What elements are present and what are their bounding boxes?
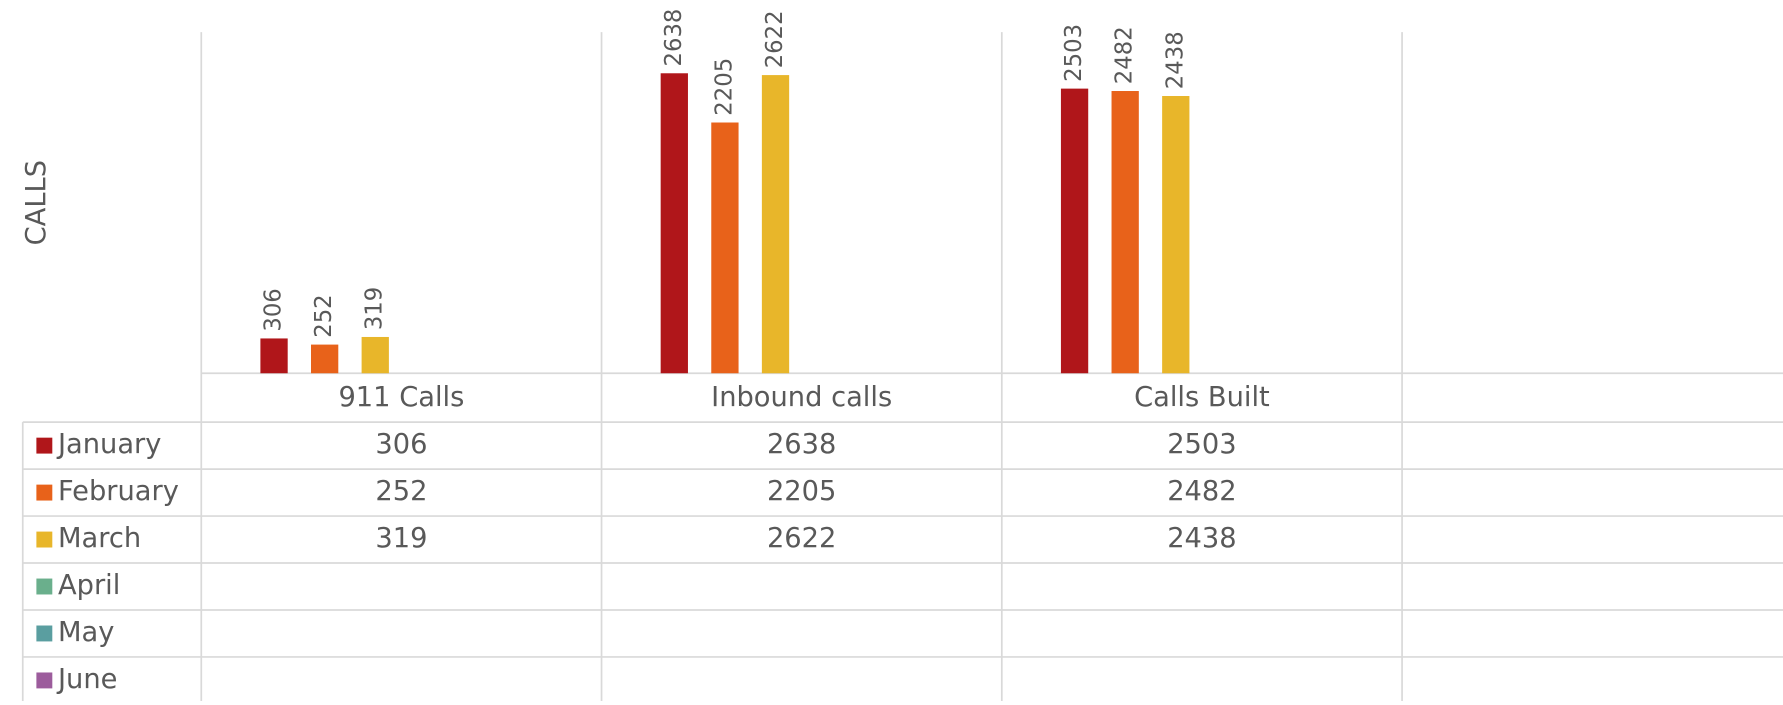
bar (260, 338, 288, 374)
bar (761, 75, 790, 374)
data-label: 252 (311, 294, 337, 337)
legend-swatch (36, 625, 53, 642)
x-tick-label: 911 Calls (338, 382, 464, 413)
table-cell: 306 (375, 429, 427, 460)
y-axis-label: CALLS (21, 160, 52, 245)
x-tick-label: Inbound calls (711, 382, 892, 413)
legend-label: March (58, 523, 141, 554)
table-cell: 2503 (1167, 429, 1236, 460)
data-label: 2482 (1112, 26, 1138, 84)
data-label: 2438 (1162, 31, 1188, 89)
table-cell: 2638 (767, 429, 836, 460)
bar (711, 122, 739, 374)
table-cell: 2482 (1167, 476, 1236, 507)
table-cell: 252 (375, 476, 427, 507)
legend-swatch (36, 437, 53, 454)
legend-label: May (58, 617, 114, 648)
table-cell: 319 (375, 523, 427, 554)
bar (1162, 96, 1190, 374)
data-label: 306 (261, 288, 287, 331)
bar (1111, 91, 1139, 374)
bar (1060, 88, 1089, 374)
legend-swatch (36, 672, 53, 689)
legend-label: June (56, 664, 117, 695)
legend-label: February (58, 476, 179, 507)
legend-label: April (58, 570, 120, 601)
data-label: 319 (362, 287, 388, 330)
legend-swatch (36, 531, 53, 548)
bar (660, 73, 688, 374)
bar (361, 336, 389, 374)
legend-swatch (36, 484, 53, 501)
data-label: 2622 (762, 10, 788, 68)
data-label: 2205 (711, 58, 737, 116)
table-cell: 2438 (1167, 523, 1236, 554)
data-label: 2638 (661, 9, 687, 67)
legend-label: January (56, 429, 161, 460)
bar (311, 344, 339, 374)
table-cell: 2622 (767, 523, 836, 554)
x-tick-label: Calls Built (1134, 382, 1270, 413)
legend-swatch (36, 578, 53, 595)
table-cell: 2205 (767, 476, 836, 507)
data-label: 2503 (1061, 24, 1087, 82)
